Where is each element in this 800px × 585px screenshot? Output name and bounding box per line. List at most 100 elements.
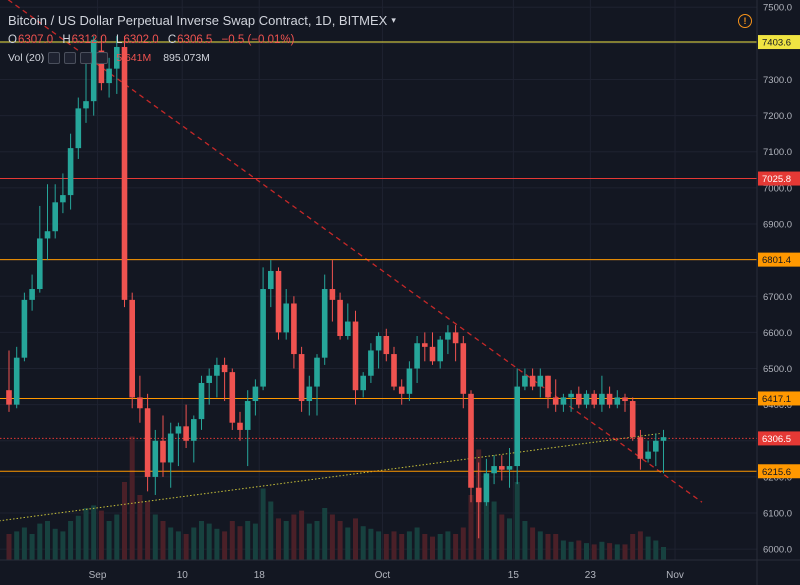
candle [437, 336, 443, 369]
candle [75, 97, 82, 159]
candle [283, 289, 289, 340]
candle [175, 422, 182, 467]
candle-body [98, 50, 105, 84]
ohlc-legend: O6307.0 H6312.0 L6302.0 C6306.5 −0.5 (−0… [8, 34, 300, 46]
level-label: 6306.5 [762, 434, 791, 445]
candle [306, 375, 313, 416]
eye-icon[interactable] [48, 52, 61, 64]
candle [591, 390, 597, 409]
volume-bar [222, 531, 228, 560]
candle-body [622, 397, 628, 402]
candle-body [429, 346, 436, 362]
candle-body [291, 303, 297, 355]
warning-icon[interactable]: ! [738, 14, 752, 28]
volume-bar [653, 540, 659, 560]
candle-body [60, 195, 66, 203]
candle [337, 292, 343, 340]
high-value: 6312.0 [71, 34, 107, 46]
candle [21, 292, 28, 362]
candle-body [452, 332, 459, 344]
candle-body [606, 393, 613, 405]
candle-body [175, 426, 182, 434]
volume-bar [391, 531, 397, 560]
volume-bar [630, 534, 636, 560]
candle-body [506, 466, 513, 470]
settings-icon[interactable] [64, 52, 77, 64]
candle-body [214, 364, 220, 376]
candle [368, 343, 374, 383]
candle [506, 448, 513, 488]
candle-body [545, 375, 551, 398]
candle [537, 368, 544, 398]
volume-bar [499, 514, 505, 560]
candle-body [321, 289, 328, 358]
volume-bar [622, 544, 628, 560]
y-tick-label: 7000.0 [763, 183, 792, 194]
volume-bar [661, 547, 666, 560]
candle [83, 61, 89, 123]
volume-bar [114, 514, 120, 560]
candle-body [198, 382, 205, 420]
volume-bar [530, 527, 536, 560]
volume-bar [268, 501, 274, 560]
candle [298, 346, 305, 412]
volume-bar [414, 527, 420, 560]
candle-body [244, 401, 251, 430]
candle [491, 455, 497, 485]
candle-body [406, 368, 413, 394]
volume-bar [345, 527, 351, 560]
close-icon[interactable] [80, 52, 93, 64]
chevron-down-icon[interactable]: ▾ [391, 15, 396, 25]
candle-body [160, 440, 166, 463]
volume-bar [522, 521, 528, 560]
candle-body [660, 437, 667, 441]
candle [106, 57, 112, 98]
level-label: 6801.4 [762, 255, 791, 266]
candle-body [129, 299, 135, 398]
candle-body [398, 386, 405, 394]
x-tick-label: 23 [585, 570, 597, 581]
volume-bar [237, 526, 243, 560]
volume-bar [45, 521, 50, 560]
candle [214, 357, 220, 398]
candle [468, 390, 474, 503]
y-tick-label: 6100.0 [763, 509, 792, 520]
symbol-title[interactable]: Bitcoin / US Dollar Perpetual Inverse Sw… [8, 13, 388, 28]
volume-bar [229, 521, 235, 560]
volume-bar [584, 543, 589, 560]
candle-body [383, 336, 390, 355]
volume-bar [137, 495, 143, 560]
volume-bar [514, 482, 520, 560]
high-label: H [62, 34, 71, 46]
candle [37, 205, 43, 293]
candle-body [75, 108, 82, 149]
volume-bar [291, 514, 297, 560]
x-tick-label: 18 [254, 570, 266, 581]
candle-body [576, 393, 582, 405]
candle [514, 368, 520, 485]
volume-bar [399, 534, 405, 560]
volume-bar [199, 521, 204, 560]
candle [291, 296, 297, 369]
x-tick-label: Sep [89, 570, 107, 581]
volume-legend: Vol (20) 5.641M 895.073M [8, 52, 210, 64]
candle-body [653, 440, 659, 452]
volume-bar [337, 521, 343, 560]
candle-body [360, 375, 366, 391]
y-tick-label: 6900.0 [763, 220, 792, 231]
candle [329, 260, 336, 322]
more-icon[interactable] [96, 52, 109, 64]
candle [499, 455, 505, 481]
level-label-bg [758, 464, 800, 479]
volume-bar [607, 543, 613, 560]
candle [645, 440, 651, 463]
volume-bar [129, 436, 135, 560]
candle [144, 393, 151, 492]
volume-bar [245, 521, 251, 560]
symbol-header[interactable]: Bitcoin / US Dollar Perpetual Inverse Sw… [8, 13, 396, 28]
volume-bar [576, 540, 582, 560]
volume-bar [276, 518, 281, 560]
level-label-bg [758, 252, 800, 267]
candle-body [437, 339, 443, 362]
